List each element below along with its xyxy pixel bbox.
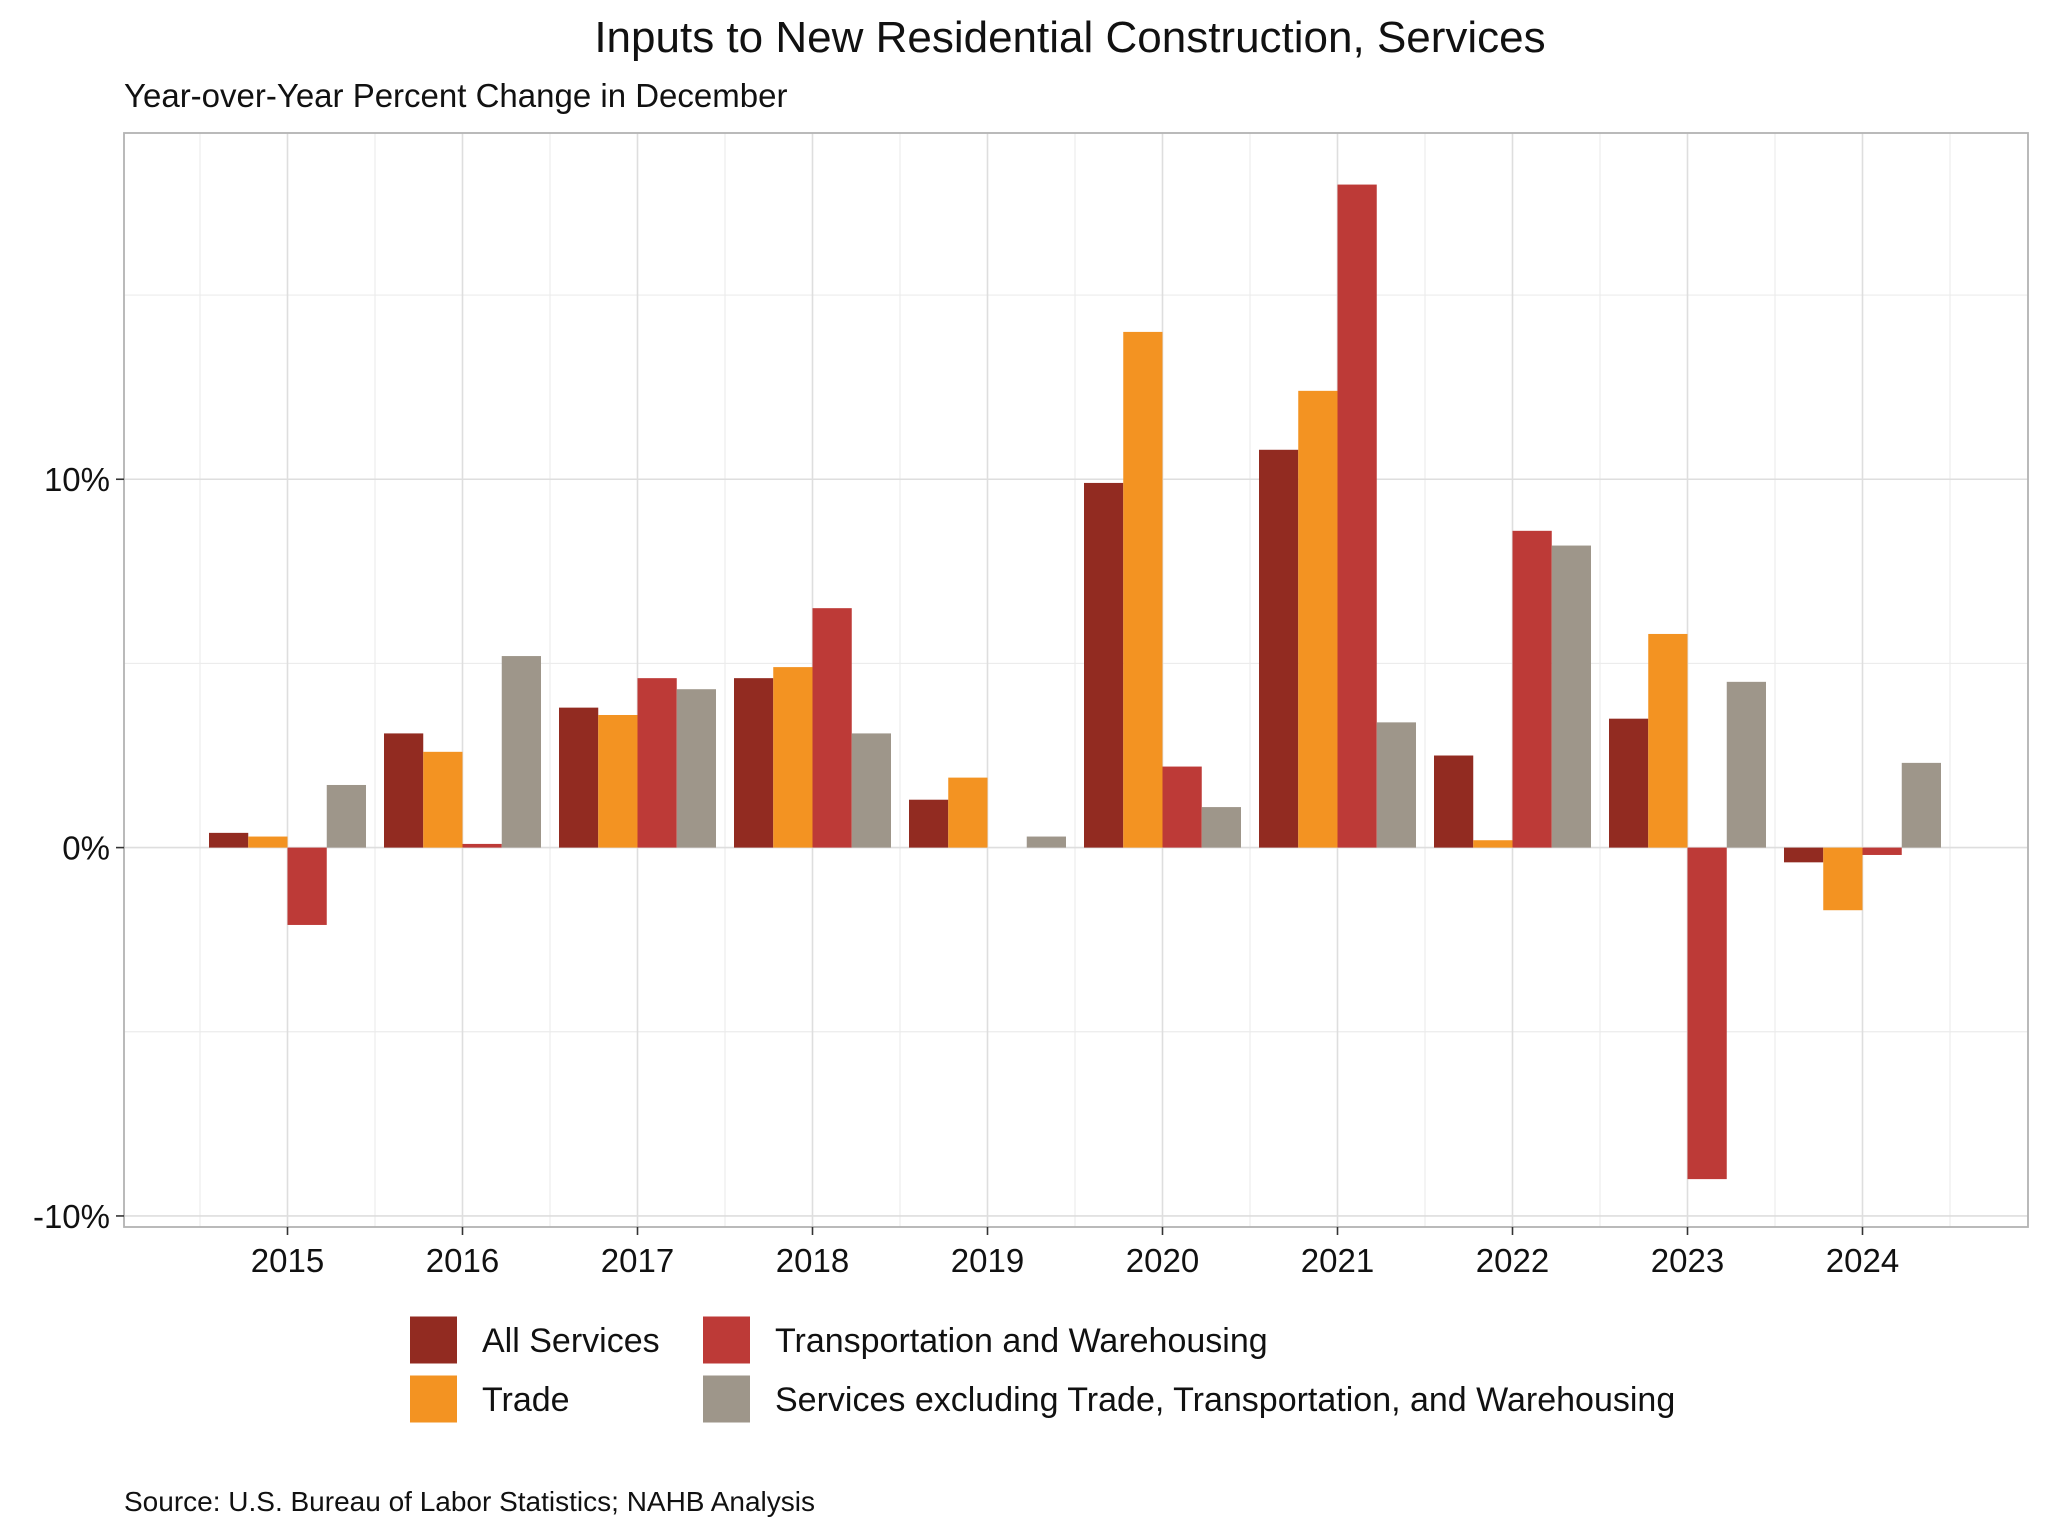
bar-2022-transportation-and-warehousing [1512,530,1552,848]
bar-2018-all-services [734,678,774,848]
bar-2018-services-excluding-trade-transportation-and-warehousing [851,733,891,848]
bar-2020-trade [1123,331,1163,848]
bar-2015-transportation-and-warehousing [287,847,327,925]
x-tick-label: 2020 [1126,1242,1199,1279]
chart-title: Inputs to New Residential Construction, … [594,13,1545,62]
bar-2019-services-excluding-trade-transportation-and-warehousing [1026,836,1066,848]
legend: All Services Trade Transportation and Ware… [410,1316,1675,1423]
bars [209,184,1941,1180]
bar-2018-transportation-and-warehousing [812,608,852,848]
chart-caption: Source: U.S. Bureau of Labor Statistics;… [124,1486,815,1517]
y-tick-label: 0% [62,830,110,867]
bar-2015-trade [248,836,288,848]
bar-2021-trade [1298,390,1338,848]
bar-2016-services-excluding-trade-transportation-and-warehousing [501,656,541,848]
bar-2023-transportation-and-warehousing [1687,847,1727,1180]
x-tick-label: 2021 [1301,1242,1374,1279]
bar-2024-transportation-and-warehousing [1862,847,1902,855]
legend-swatch [410,1375,457,1423]
bar-2018-trade [773,667,813,848]
bar-2020-transportation-and-warehousing [1162,766,1202,848]
legend-label: Transportation and Warehousing [775,1322,1268,1360]
bar-2016-trade [423,751,463,848]
bar-2016-transportation-and-warehousing [462,843,502,848]
axes: -10% 0% 10% 2015 2016 2017 2018 2019 2020 2021 202… [33,461,1899,1279]
gridlines [124,133,2028,1227]
bar-2021-transportation-and-warehousing [1337,184,1377,848]
bar-2022-all-services [1434,755,1474,848]
legend-swatch [703,1316,750,1364]
bar-2021-all-services [1259,449,1299,848]
bar-2015-services-excluding-trade-transportation-and-warehousing [326,784,366,848]
bar-2017-transportation-and-warehousing [637,678,677,848]
x-tick-label: 2023 [1651,1242,1724,1279]
bar-2021-services-excluding-trade-transportation-and-warehousing [1376,722,1416,848]
y-tick-label: -10% [33,1198,110,1235]
x-tick-label: 2024 [1826,1242,1899,1279]
legend-label: Services excluding Trade, Transportation… [775,1381,1675,1419]
x-tick-label: 2022 [1476,1242,1549,1279]
legend-label: All Services [482,1322,660,1360]
bar-2020-services-excluding-trade-transportation-and-warehousing [1201,807,1241,848]
bar-2024-services-excluding-trade-transportation-and-warehousing [1901,762,1941,848]
bar-2015-all-services [209,832,249,848]
x-tick-label: 2018 [776,1242,849,1279]
plot-panel-border [123,132,2029,1228]
bar-2023-services-excluding-trade-transportation-and-warehousing [1726,681,1766,848]
bar-2017-services-excluding-trade-transportation-and-warehousing [676,689,716,848]
legend-swatch [703,1375,750,1423]
x-tick-label: 2015 [251,1242,324,1279]
bar-2016-all-services [384,733,424,848]
x-tick-label: 2017 [601,1242,674,1279]
legend-item: Services excluding Trade, Transportation… [703,1375,1675,1423]
bar-2020-all-services [1084,482,1124,848]
x-tick-label: 2019 [951,1242,1024,1279]
legend-label: Trade [482,1381,570,1419]
y-tick-label: 10% [44,461,110,498]
bar-2019-all-services [909,799,949,848]
legend-item: All Services [410,1316,660,1364]
bar-2023-all-services [1609,718,1649,848]
legend-item: Trade [410,1375,570,1423]
chart-subtitle: Year-over-Year Percent Change in Decembe… [124,77,787,114]
bar-2017-all-services [559,707,599,848]
legend-swatch [410,1316,457,1364]
bar-2022-trade [1473,840,1513,848]
bar-2024-all-services [1784,847,1824,863]
bar-2017-trade [598,714,638,848]
legend-item: Transportation and Warehousing [703,1316,1268,1364]
bar-2023-trade [1648,633,1688,848]
bar-2024-trade [1823,847,1863,911]
bar-2022-services-excluding-trade-transportation-and-warehousing [1551,545,1591,848]
bar-2019-trade [948,777,988,848]
x-tick-label: 2016 [426,1242,499,1279]
